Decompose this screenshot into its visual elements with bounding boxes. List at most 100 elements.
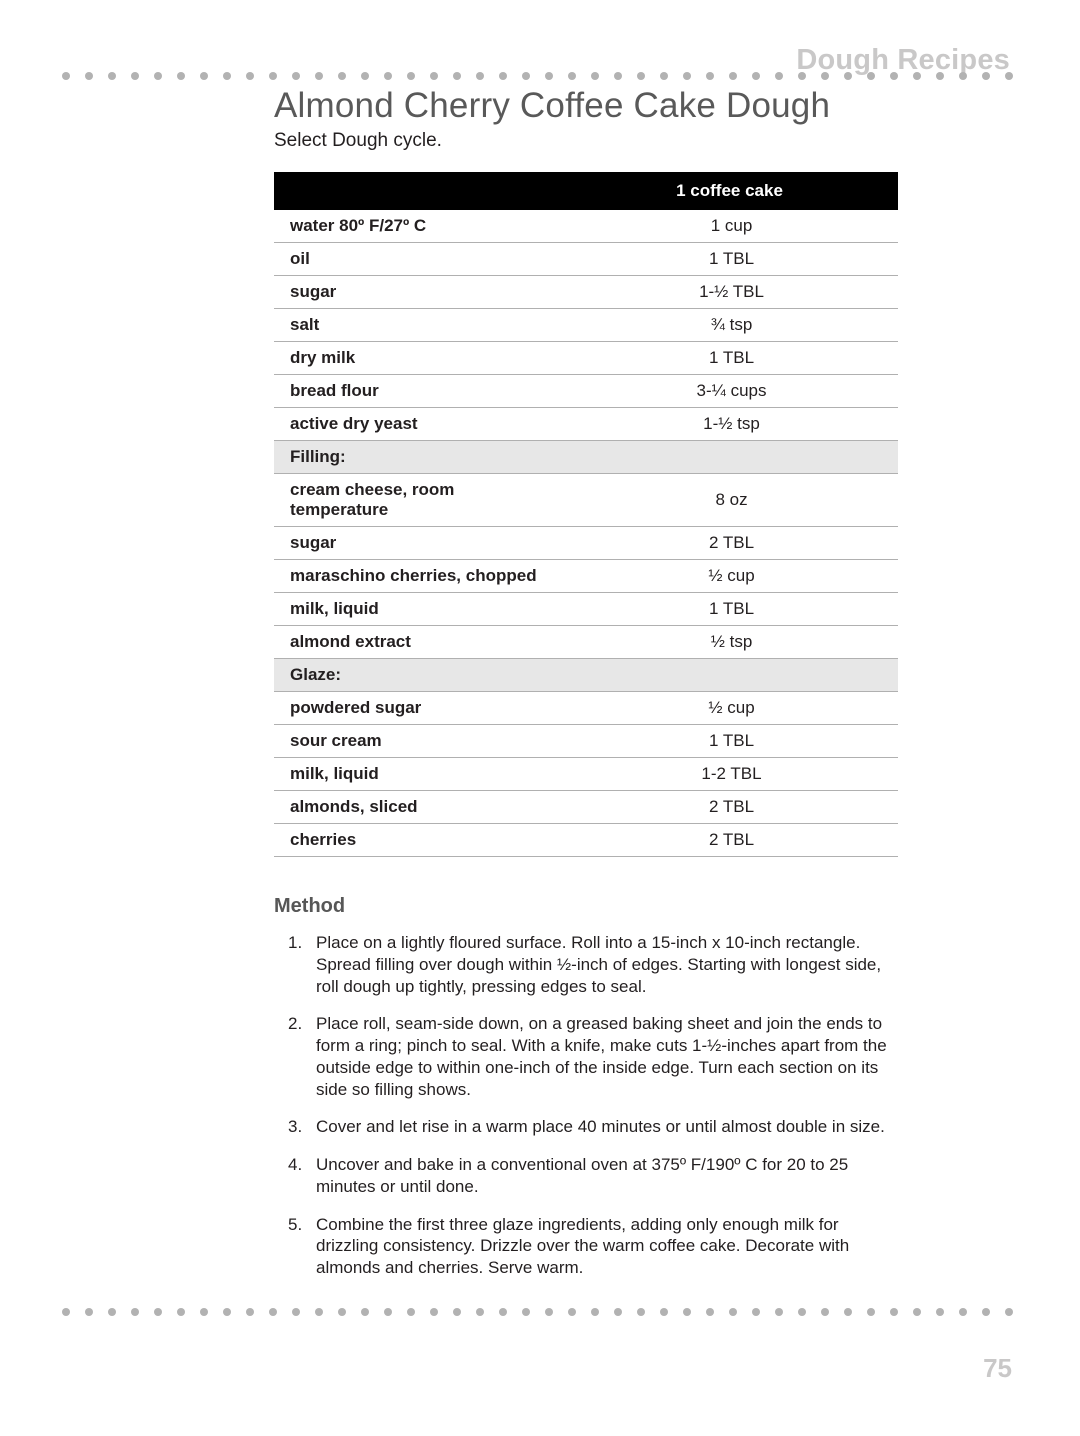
table-row: milk, liquid1 TBL	[274, 593, 898, 626]
dot-icon	[246, 72, 254, 80]
dot-icon	[108, 72, 116, 80]
table-row: Filling:	[274, 441, 898, 474]
dot-icon	[200, 72, 208, 80]
dot-icon	[154, 1308, 162, 1316]
dot-icon	[913, 1308, 921, 1316]
amount-cell: 1 TBL	[561, 342, 898, 375]
ingredient-cell: active dry yeast	[274, 408, 561, 441]
amount-cell	[561, 659, 898, 692]
ingredient-cell: cream cheese, room temperature	[274, 474, 561, 527]
amount-cell: 2 TBL	[561, 791, 898, 824]
dot-icon	[407, 72, 415, 80]
amount-cell: ¾ tsp	[561, 309, 898, 342]
ingredient-cell: milk, liquid	[274, 593, 561, 626]
dot-icon	[660, 72, 668, 80]
dot-icon	[1005, 72, 1013, 80]
dot-icon	[430, 1308, 438, 1316]
dot-icon	[384, 1308, 392, 1316]
dot-icon	[614, 72, 622, 80]
amount-cell: ½ tsp	[561, 626, 898, 659]
dot-icon	[683, 1308, 691, 1316]
dot-icon	[936, 1308, 944, 1316]
table-row: cherries2 TBL	[274, 824, 898, 857]
ingredient-cell: Filling:	[274, 441, 561, 474]
dot-icon	[384, 72, 392, 80]
dot-icon	[913, 72, 921, 80]
dot-icon	[1005, 1308, 1013, 1316]
dot-icon	[246, 1308, 254, 1316]
dot-icon	[706, 1308, 714, 1316]
amount-cell	[561, 441, 898, 474]
dot-icon	[706, 72, 714, 80]
dot-icon	[798, 72, 806, 80]
dot-icon	[361, 72, 369, 80]
method-step: Place roll, seam-side down, on a greased…	[316, 1013, 898, 1100]
ingredient-cell: sour cream	[274, 725, 561, 758]
method-heading: Method	[274, 895, 898, 918]
ingredient-cell: dry milk	[274, 342, 561, 375]
table-row: water 80º F/27º C1 cup	[274, 210, 898, 243]
dot-icon	[407, 1308, 415, 1316]
ingredient-cell: sugar	[274, 527, 561, 560]
amount-cell: 2 TBL	[561, 527, 898, 560]
ingredient-cell: almonds, sliced	[274, 791, 561, 824]
method-step: Combine the first three glaze ingredient…	[316, 1214, 898, 1279]
amount-cell: 1 TBL	[561, 593, 898, 626]
dot-icon	[844, 1308, 852, 1316]
method-step: Uncover and bake in a conventional oven …	[316, 1154, 898, 1198]
amount-cell: ½ cup	[561, 560, 898, 593]
amount-cell: ½ cup	[561, 692, 898, 725]
method-step: Cover and let rise in a warm place 40 mi…	[316, 1116, 898, 1138]
recipe-subtitle: Select Dough cycle.	[274, 130, 898, 152]
dot-icon	[545, 1308, 553, 1316]
dot-icon	[959, 72, 967, 80]
dot-icon	[545, 72, 553, 80]
dot-icon	[476, 72, 484, 80]
content-column: Almond Cherry Coffee Cake Dough Select D…	[274, 86, 898, 1295]
table-row: salt¾ tsp	[274, 309, 898, 342]
dot-icon	[614, 1308, 622, 1316]
dot-icon	[131, 1308, 139, 1316]
dot-icon	[890, 1308, 898, 1316]
dot-icon	[890, 72, 898, 80]
dot-icon	[292, 72, 300, 80]
dotted-rule-top	[0, 72, 1080, 82]
dot-icon	[729, 1308, 737, 1316]
dot-icon	[223, 1308, 231, 1316]
ingredients-table: 1 coffee cake water 80º F/27º C1 cupoil1…	[274, 172, 898, 857]
dot-icon	[223, 72, 231, 80]
table-row: active dry yeast1-½ tsp	[274, 408, 898, 441]
dot-icon	[85, 72, 93, 80]
ingredient-cell: milk, liquid	[274, 758, 561, 791]
ingredient-cell: powdered sugar	[274, 692, 561, 725]
dot-icon	[591, 72, 599, 80]
dot-icon	[867, 72, 875, 80]
table-row: oil1 TBL	[274, 243, 898, 276]
ingredient-cell: sugar	[274, 276, 561, 309]
dot-icon	[338, 1308, 346, 1316]
ingredient-cell: almond extract	[274, 626, 561, 659]
dotted-rule-bottom	[0, 1308, 1080, 1318]
dot-icon	[660, 1308, 668, 1316]
dot-icon	[729, 72, 737, 80]
amount-cell: 2 TBL	[561, 824, 898, 857]
recipe-title: Almond Cherry Coffee Cake Dough	[274, 86, 898, 126]
dot-icon	[499, 1308, 507, 1316]
dot-icon	[637, 72, 645, 80]
dot-icon	[752, 1308, 760, 1316]
dot-icon	[62, 72, 70, 80]
ingredient-cell: bread flour	[274, 375, 561, 408]
dot-icon	[959, 1308, 967, 1316]
dot-icon	[315, 72, 323, 80]
table-header-row: 1 coffee cake	[274, 172, 898, 210]
table-row: sugar2 TBL	[274, 527, 898, 560]
amount-cell: 1-½ tsp	[561, 408, 898, 441]
dot-icon	[85, 1308, 93, 1316]
dot-icon	[453, 1308, 461, 1316]
dot-icon	[430, 72, 438, 80]
dot-icon	[62, 1308, 70, 1316]
dot-icon	[982, 72, 990, 80]
amount-cell: 1-½ TBL	[561, 276, 898, 309]
ingredient-cell: water 80º F/27º C	[274, 210, 561, 243]
dot-icon	[867, 1308, 875, 1316]
